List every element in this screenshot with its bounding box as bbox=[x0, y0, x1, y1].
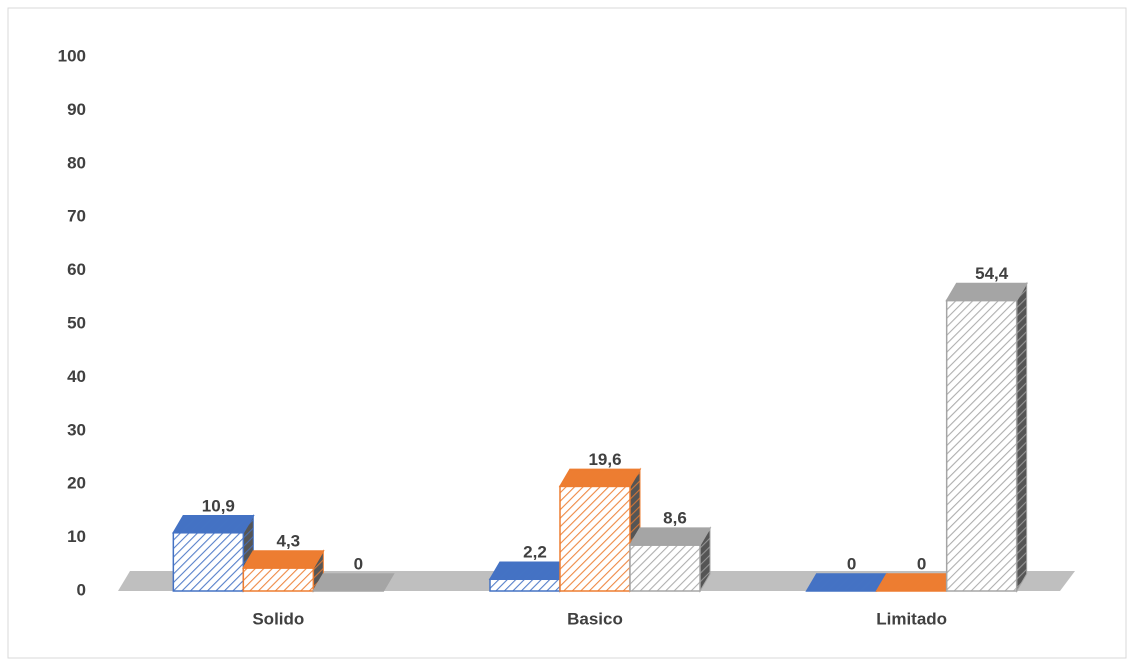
data-label: 54,4 bbox=[975, 264, 1009, 283]
y-tick-label: 60 bbox=[67, 260, 86, 279]
bar bbox=[559, 485, 631, 592]
data-label: 0 bbox=[354, 554, 363, 573]
y-tick-label: 100 bbox=[58, 46, 86, 65]
y-tick-label: 70 bbox=[67, 207, 86, 226]
data-label: 2,2 bbox=[523, 543, 547, 562]
bar-top bbox=[875, 573, 958, 592]
y-tick-label: 90 bbox=[67, 100, 86, 119]
bar-top bbox=[628, 527, 712, 546]
y-tick-label: 20 bbox=[67, 474, 86, 493]
bar bbox=[629, 544, 701, 592]
data-label: 8,6 bbox=[663, 509, 687, 528]
bar bbox=[242, 567, 315, 592]
y-tick-label: 10 bbox=[67, 527, 86, 546]
bar-top bbox=[242, 550, 325, 569]
y-tick-label: 30 bbox=[67, 420, 86, 439]
y-tick-label: 50 bbox=[67, 313, 86, 332]
y-tick-label: 40 bbox=[67, 367, 86, 386]
bar-side bbox=[1016, 281, 1028, 593]
data-label: 4,3 bbox=[277, 532, 301, 551]
data-label: 0 bbox=[917, 554, 926, 573]
bar-top bbox=[945, 282, 1028, 302]
bar-top bbox=[312, 573, 395, 592]
bar-top bbox=[558, 468, 642, 488]
bar-top bbox=[805, 573, 888, 592]
bar-top bbox=[488, 561, 572, 581]
data-label: 0 bbox=[847, 554, 856, 573]
bar bbox=[945, 299, 1018, 592]
x-tick-label: Basico bbox=[567, 609, 623, 628]
bar-top bbox=[172, 515, 255, 534]
x-tick-label: Limitado bbox=[876, 609, 947, 628]
x-tick-label: Solido bbox=[252, 609, 304, 628]
bar bbox=[489, 578, 561, 592]
y-tick-label: 0 bbox=[77, 580, 86, 599]
data-label: 10,9 bbox=[202, 496, 235, 515]
data-label: 19,6 bbox=[588, 450, 621, 469]
bar bbox=[172, 532, 245, 592]
y-tick-label: 80 bbox=[67, 153, 86, 172]
